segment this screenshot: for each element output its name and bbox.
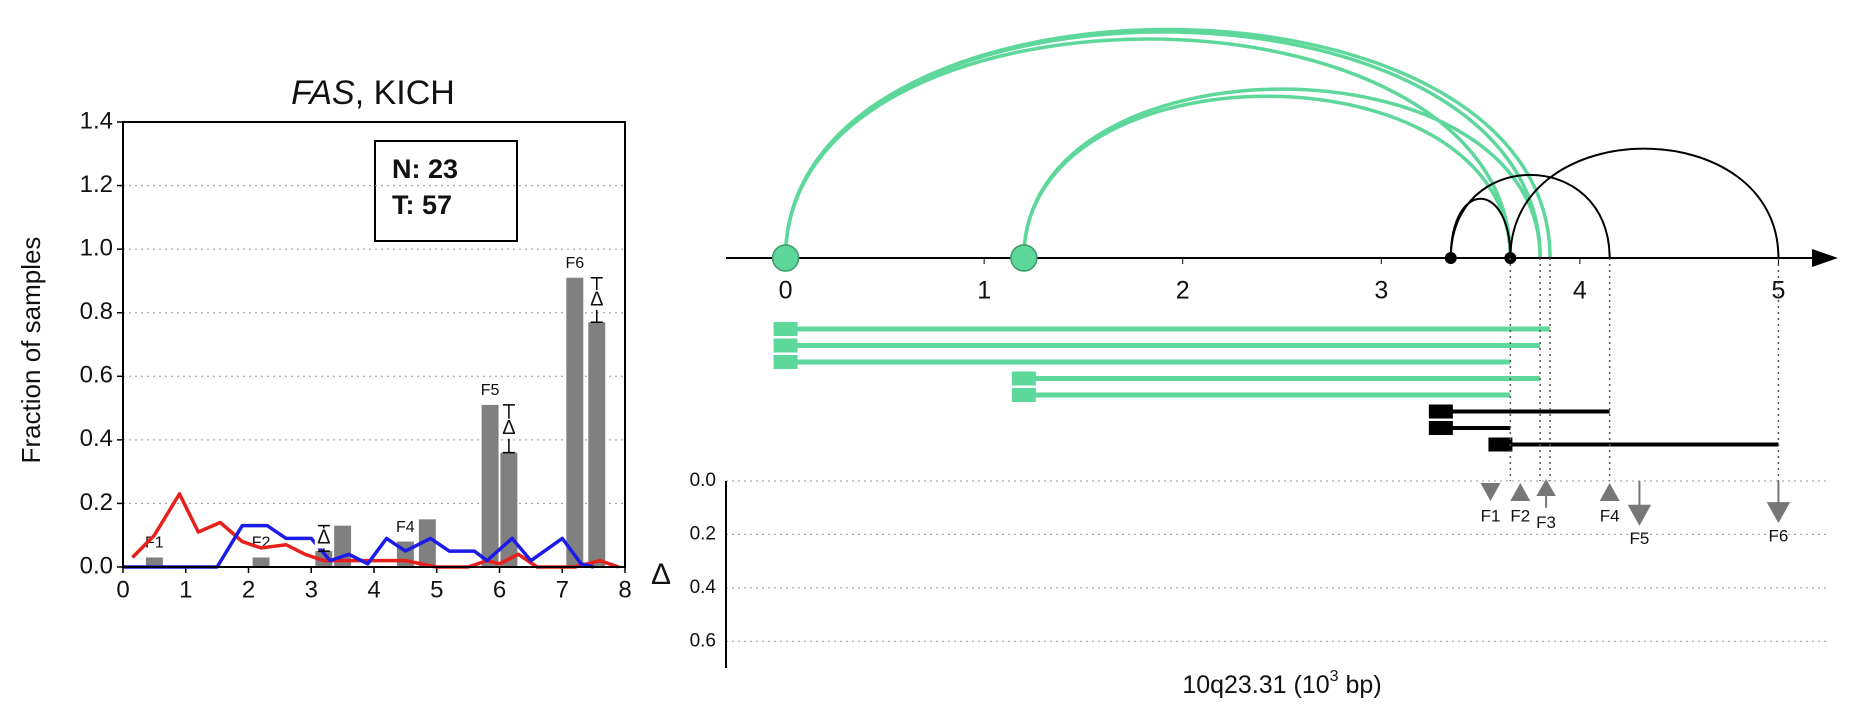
bar-label: F5 (481, 382, 500, 399)
annotation: N: 23 (392, 154, 458, 184)
x-tick-label: 5 (430, 576, 443, 603)
delta-marker (1599, 483, 1620, 501)
x-axis-label: 10q23.31 (103 bp) (1182, 668, 1381, 698)
x-label-part: 10q23.31 (10 (1182, 671, 1329, 699)
segment-end (773, 338, 798, 353)
anchor (771, 244, 800, 272)
delta-label: F4 (1600, 506, 1620, 525)
segment-end (1011, 371, 1036, 386)
x-tick-label: 7 (556, 576, 569, 603)
error-label-bg (314, 528, 333, 549)
x-tick-label: 5 (1771, 277, 1785, 305)
bar (418, 519, 436, 567)
delta-tick-label: 0.0 (690, 470, 716, 491)
error-label: Δ (317, 527, 330, 549)
segment-end (1428, 421, 1453, 435)
anchor (1010, 244, 1038, 272)
y-tick-label: 1.4 (80, 107, 113, 134)
annotation-box (374, 140, 518, 242)
anchor (1444, 252, 1457, 264)
y-tick-label: 0.4 (80, 425, 113, 452)
bar (481, 404, 499, 567)
y-tick-label: 1.0 (80, 234, 113, 261)
segment-end (773, 322, 798, 336)
arc (1449, 173, 1611, 259)
line-series (123, 523, 595, 569)
segment-end (773, 355, 798, 369)
y-axis-label: Fraction of samples (16, 237, 46, 464)
x-tick-label: 3 (1374, 277, 1388, 305)
x-tick-label: 4 (367, 576, 380, 603)
delta-label: F5 (1630, 529, 1650, 548)
delta-marker (1627, 481, 1652, 526)
bar-label: F6 (565, 255, 584, 272)
bar-label: F4 (396, 519, 415, 536)
arc (783, 30, 1542, 259)
delta-label: F3 (1536, 513, 1556, 532)
x-tick-label: 1 (179, 576, 192, 603)
y-tick-label: 1.2 (80, 171, 113, 198)
delta-marker (1510, 483, 1531, 501)
x-tick-label: 3 (305, 576, 318, 603)
bar (566, 277, 584, 567)
x-tick-label: 2 (1176, 277, 1190, 305)
x-tick-label: 4 (1573, 277, 1587, 305)
bar (252, 557, 270, 567)
chart-title: FAS, KICH (291, 74, 455, 112)
y-tick-label: 0.8 (80, 298, 113, 325)
delta-label: F6 (1769, 527, 1789, 546)
x-label-part: bp) (1339, 671, 1382, 699)
error-label-bg (587, 290, 606, 310)
error-label: Δ (502, 417, 515, 439)
x-tick-label: 6 (493, 576, 506, 603)
x-tick-label: 8 (618, 576, 631, 603)
x-tick-label: 0 (116, 576, 129, 603)
arc (1509, 147, 1780, 259)
arc (783, 37, 1513, 259)
annotation: T: 57 (392, 190, 452, 220)
axis-arrow (1812, 249, 1838, 267)
error-label-bg (499, 418, 518, 439)
delta-tick-label: 0.6 (690, 630, 716, 651)
segment-end (1488, 437, 1513, 452)
delta-label: F2 (1510, 506, 1530, 525)
delta-axis-label: Δ (651, 558, 671, 591)
x-label-superscript: 3 (1330, 668, 1339, 685)
bar (500, 452, 518, 567)
segment-end (1011, 388, 1036, 402)
delta-label: F1 (1481, 506, 1501, 525)
arc (1022, 94, 1513, 259)
delta-tick-label: 0.4 (690, 577, 717, 598)
y-tick-label: 0.0 (80, 552, 113, 579)
x-tick-label: 2 (242, 576, 255, 603)
bar (588, 322, 606, 567)
y-tick-label: 0.6 (80, 362, 113, 389)
title-gene: FAS (291, 74, 355, 112)
segment-end (1428, 404, 1453, 419)
x-tick-label: 0 (779, 277, 793, 305)
bar (145, 557, 163, 567)
error-label: Δ (590, 288, 603, 310)
title-suffix: , KICH (355, 74, 455, 112)
y-tick-label: 0.2 (80, 489, 113, 516)
delta-marker (1766, 481, 1791, 524)
delta-tick-label: 0.2 (690, 523, 716, 544)
delta-marker (1536, 478, 1556, 508)
x-tick-label: 1 (977, 277, 991, 305)
delta-marker (1480, 483, 1501, 501)
plot-frame (122, 121, 626, 568)
arc (783, 27, 1552, 259)
